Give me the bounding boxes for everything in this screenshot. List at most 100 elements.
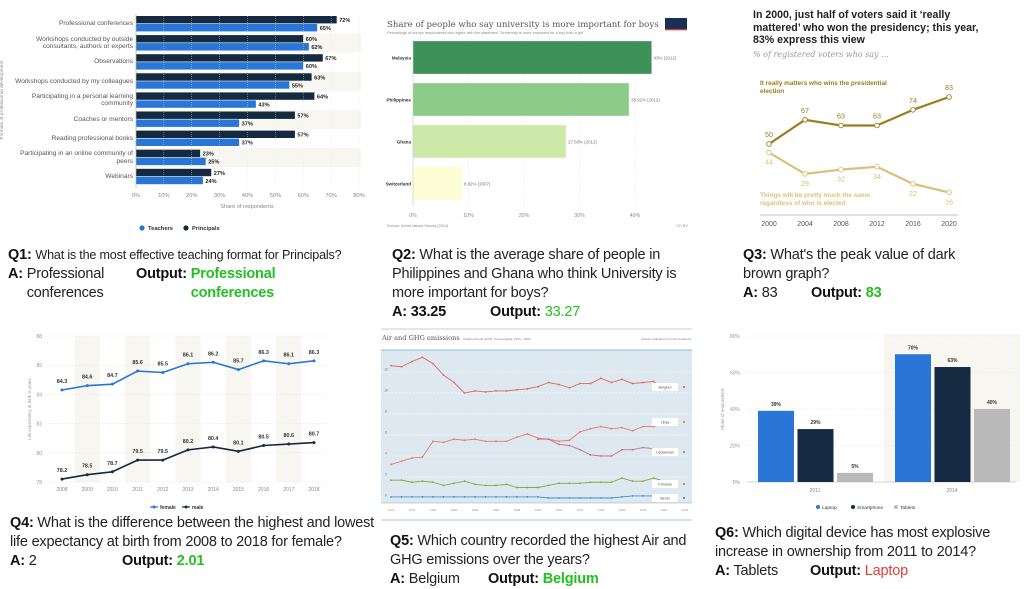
data-point xyxy=(631,480,634,483)
data-point xyxy=(802,117,808,123)
data-label: 78.7 xyxy=(107,461,118,467)
x-tick-label: 20% xyxy=(186,193,198,199)
data-point xyxy=(136,458,140,462)
qa-output-label: Output: xyxy=(811,285,862,301)
data-point xyxy=(526,486,529,489)
data-point xyxy=(287,362,291,366)
x-axis-title: Share of respondents xyxy=(220,204,274,210)
data-point xyxy=(236,368,240,372)
bar-value-label: 43% xyxy=(258,102,269,108)
data-point xyxy=(211,360,215,364)
bar xyxy=(412,166,463,201)
x-tick-label: 60% xyxy=(297,193,309,199)
bar-value-label: 64% xyxy=(317,94,328,100)
qa-2: Q2: What is the average share of people … xyxy=(392,246,697,322)
bar-principals xyxy=(136,149,201,158)
data-label: 86.3 xyxy=(258,350,269,356)
data-point xyxy=(432,496,434,498)
data-point xyxy=(474,390,476,392)
bar-principals xyxy=(136,92,315,100)
bar-value-label: 72% xyxy=(339,18,350,24)
y-tick-label: 40% xyxy=(730,407,741,413)
data-point xyxy=(802,171,808,177)
data-point xyxy=(610,497,613,499)
bar-value-label: 25% xyxy=(208,160,219,166)
qa-answer-label: A: xyxy=(743,285,758,301)
data-point xyxy=(600,455,602,457)
data-point xyxy=(463,496,466,498)
bar-laptop xyxy=(895,354,931,482)
data-label: 80.6 xyxy=(284,433,295,439)
legend-laptop: Laptop xyxy=(822,505,837,511)
data-point xyxy=(838,122,844,129)
data-point xyxy=(60,477,64,481)
bar-principals xyxy=(136,73,312,81)
y-tick-label: 80% xyxy=(730,334,741,340)
legend-marker xyxy=(894,505,898,509)
bar-teachers xyxy=(136,100,256,108)
bar-value-label: 37% xyxy=(242,141,253,147)
data-point xyxy=(432,362,434,365)
data-point xyxy=(411,481,413,484)
data-point xyxy=(85,473,89,477)
series-end-dot xyxy=(682,496,686,500)
chart-3-voters: 50 67 63 63 74 83 44 29 32 34 22 16 2000 2004 2008 2012… xyxy=(760,83,958,228)
qa-1: Q1: What is the most effective teaching … xyxy=(8,246,388,303)
legend-principals-marker xyxy=(183,225,189,231)
y-tick-label: 88 xyxy=(36,334,42,340)
series-label: Uzbekistan xyxy=(656,450,674,454)
qa-answer: 33.25 xyxy=(410,304,447,320)
bar xyxy=(412,124,567,159)
x-tick-label: 2000 xyxy=(761,221,777,228)
data-point xyxy=(568,482,571,485)
column-band xyxy=(125,336,151,482)
bar-teachers xyxy=(136,43,309,51)
qa-id: Q4: xyxy=(10,515,34,531)
qa-answer: 83 xyxy=(761,285,778,301)
bar xyxy=(412,40,652,75)
data-point xyxy=(400,479,403,482)
data-point xyxy=(287,442,291,446)
series-label-box xyxy=(652,494,678,502)
data-point xyxy=(621,496,623,498)
bar-value-label: 24% xyxy=(205,179,216,185)
bar-value-label: 57% xyxy=(297,114,308,120)
chart-5-emissions: Air and GHG emissions Carbon dioxide (CO2… xyxy=(381,328,692,521)
category-label: Participating in a personal learning com… xyxy=(31,92,133,108)
data-point xyxy=(558,482,560,485)
data-label: 80.7 xyxy=(309,432,320,438)
x-tick-label: 2017 xyxy=(283,487,294,493)
data-label: 80.5 xyxy=(258,435,269,441)
chart3-header: In 2000, just half of voters said it ‘re… xyxy=(753,9,988,60)
data-point xyxy=(621,378,623,381)
bar-principals xyxy=(136,16,337,24)
data-point xyxy=(526,433,529,435)
x-tick-label: 2011 xyxy=(132,487,143,493)
x-tick-label: 2018 xyxy=(308,487,319,493)
x-tick-label: 40% xyxy=(630,213,641,219)
data-point xyxy=(600,481,602,484)
data-point xyxy=(495,440,497,443)
data-label: 85.7 xyxy=(233,359,244,365)
column-band xyxy=(74,336,100,482)
data-point xyxy=(442,496,445,498)
qa-4: Q4: What is the difference between the h… xyxy=(10,514,375,571)
bar-laptop xyxy=(758,410,794,482)
data-point xyxy=(526,496,529,498)
data-point xyxy=(463,480,466,483)
data-point xyxy=(766,149,772,156)
data-point xyxy=(411,457,413,459)
data-point xyxy=(537,438,539,441)
data-point xyxy=(505,440,508,443)
qa-output: Laptop xyxy=(864,563,908,579)
x-tick-label: 2014 xyxy=(208,487,219,493)
bar-value-label: 27% xyxy=(214,171,225,177)
data-point xyxy=(652,477,655,479)
qa-answer-label: A: xyxy=(392,304,407,320)
bar-teachers xyxy=(136,157,206,166)
data-label: 34 xyxy=(873,172,881,181)
category-label: Malaysia xyxy=(392,56,412,61)
data-point xyxy=(516,436,518,438)
data-point xyxy=(516,486,518,489)
bar-teachers xyxy=(136,62,304,70)
